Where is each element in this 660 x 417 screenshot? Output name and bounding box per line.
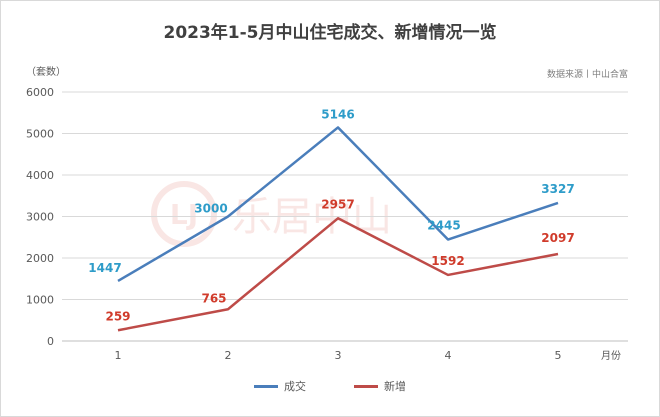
- legend-label-new-supply: 新增: [384, 380, 406, 393]
- legend-swatch-transactions: [254, 384, 278, 388]
- x-tick-label: 5: [555, 349, 562, 362]
- data-label: 1447: [88, 261, 121, 275]
- x-tick-label: 2: [225, 349, 232, 362]
- y-tick-label: 5000: [26, 128, 54, 141]
- y-tick-label: 0: [47, 335, 54, 348]
- x-tick-label: 1: [115, 349, 122, 362]
- y-tick-label: 4000: [26, 169, 54, 182]
- data-label: 1592: [431, 254, 464, 268]
- data-label: 3327: [541, 182, 574, 196]
- data-labels: 1447 3000 5146 2445 3327 259 765 2957 1592 2097: [88, 107, 574, 323]
- data-label: 2445: [427, 219, 460, 233]
- legend-item-new-supply: 新增: [354, 378, 406, 394]
- x-tick-label: 4: [445, 349, 452, 362]
- y-tick-label: 1000: [26, 294, 54, 307]
- data-label: 3000: [194, 202, 227, 216]
- y-axis-unit: （套数）: [26, 67, 66, 78]
- series-line-new-supply: [117, 217, 559, 332]
- data-label: 5146: [321, 107, 354, 121]
- data-source: 数据来源丨中山合富: [546, 70, 628, 80]
- x-tick-labels: 1 2 3 4 5: [115, 349, 562, 362]
- data-label: 259: [105, 309, 130, 323]
- chart-title: 2023年1-5月中山住宅成交、新增情况一览: [163, 23, 497, 43]
- y-tick-label: 3000: [26, 211, 54, 224]
- legend: 成交 新增: [0, 378, 660, 394]
- y-tick-label: 2000: [26, 252, 54, 265]
- grid-lines: [62, 91, 628, 342]
- legend-swatch-new-supply: [354, 384, 378, 388]
- x-tick-label: 3: [335, 349, 342, 362]
- legend-label-transactions: 成交: [284, 380, 306, 393]
- y-tick-label: 6000: [26, 86, 54, 99]
- data-label: 2957: [321, 197, 354, 211]
- y-tick-labels: 0 1000 2000 3000 4000 5000 6000: [26, 86, 54, 348]
- x-axis-unit: 月份: [601, 351, 621, 362]
- data-label: 765: [201, 291, 226, 305]
- series-line-transactions: [117, 126, 559, 283]
- legend-item-transactions: 成交: [254, 378, 306, 394]
- series-lines: [117, 126, 559, 332]
- data-label: 2097: [541, 231, 574, 245]
